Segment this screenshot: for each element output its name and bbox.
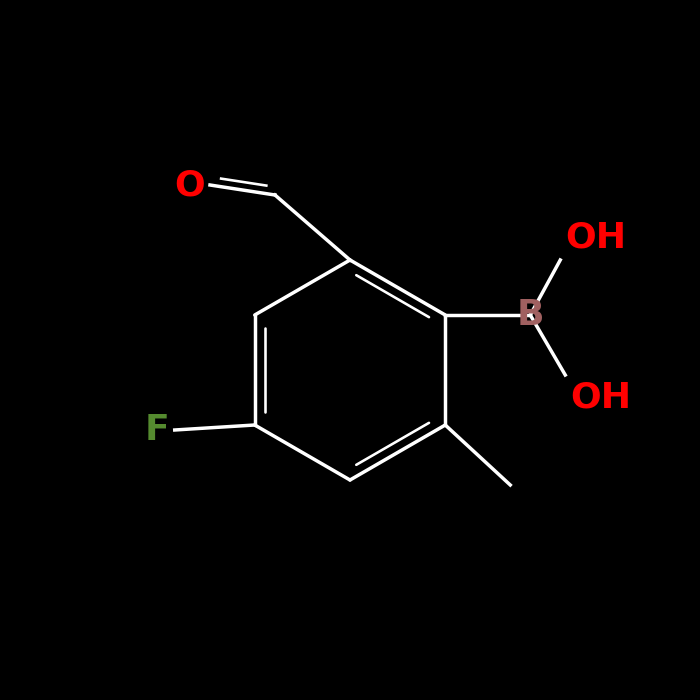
Text: B: B — [517, 298, 544, 332]
Text: OH: OH — [570, 380, 631, 414]
Text: F: F — [145, 413, 169, 447]
Text: O: O — [174, 168, 205, 202]
Text: OH: OH — [566, 221, 626, 255]
